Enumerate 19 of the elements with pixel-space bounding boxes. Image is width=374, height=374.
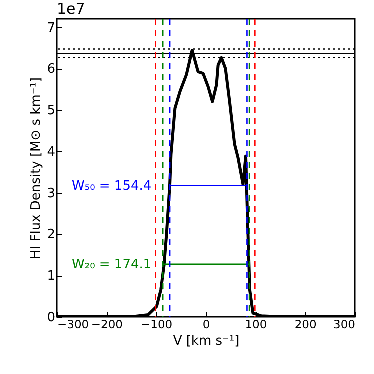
x-tick-label: 0 — [202, 318, 210, 332]
y-tick-label: 7 — [47, 20, 56, 36]
y-tick-label: 6 — [47, 62, 56, 78]
annotation: W₅₀ = 154.4 — [72, 178, 152, 194]
y-tick-label: 1 — [47, 269, 56, 284]
y-tick-label: 4 — [47, 144, 56, 160]
x-tick-label: −200 — [91, 318, 123, 332]
text: 1e7 — [57, 0, 86, 18]
y-tick-label: 3 — [47, 186, 56, 202]
x-tick-label: 200 — [294, 318, 317, 332]
y-tick-label: 5 — [47, 104, 56, 119]
x-tick-label: −100 — [141, 318, 173, 332]
annotation: W₂₀ = 174.1 — [72, 257, 152, 272]
y-tick-label: 2 — [47, 228, 56, 243]
y-axis-title: HI Flux Density [M⊙ s km⁻¹] — [29, 77, 44, 260]
x-tick-label: 100 — [245, 318, 268, 332]
x-axis-title: V [km s⁻¹] — [173, 334, 240, 349]
x-tick-label: −300 — [58, 318, 90, 332]
x-tick-label: 300 — [334, 318, 356, 332]
